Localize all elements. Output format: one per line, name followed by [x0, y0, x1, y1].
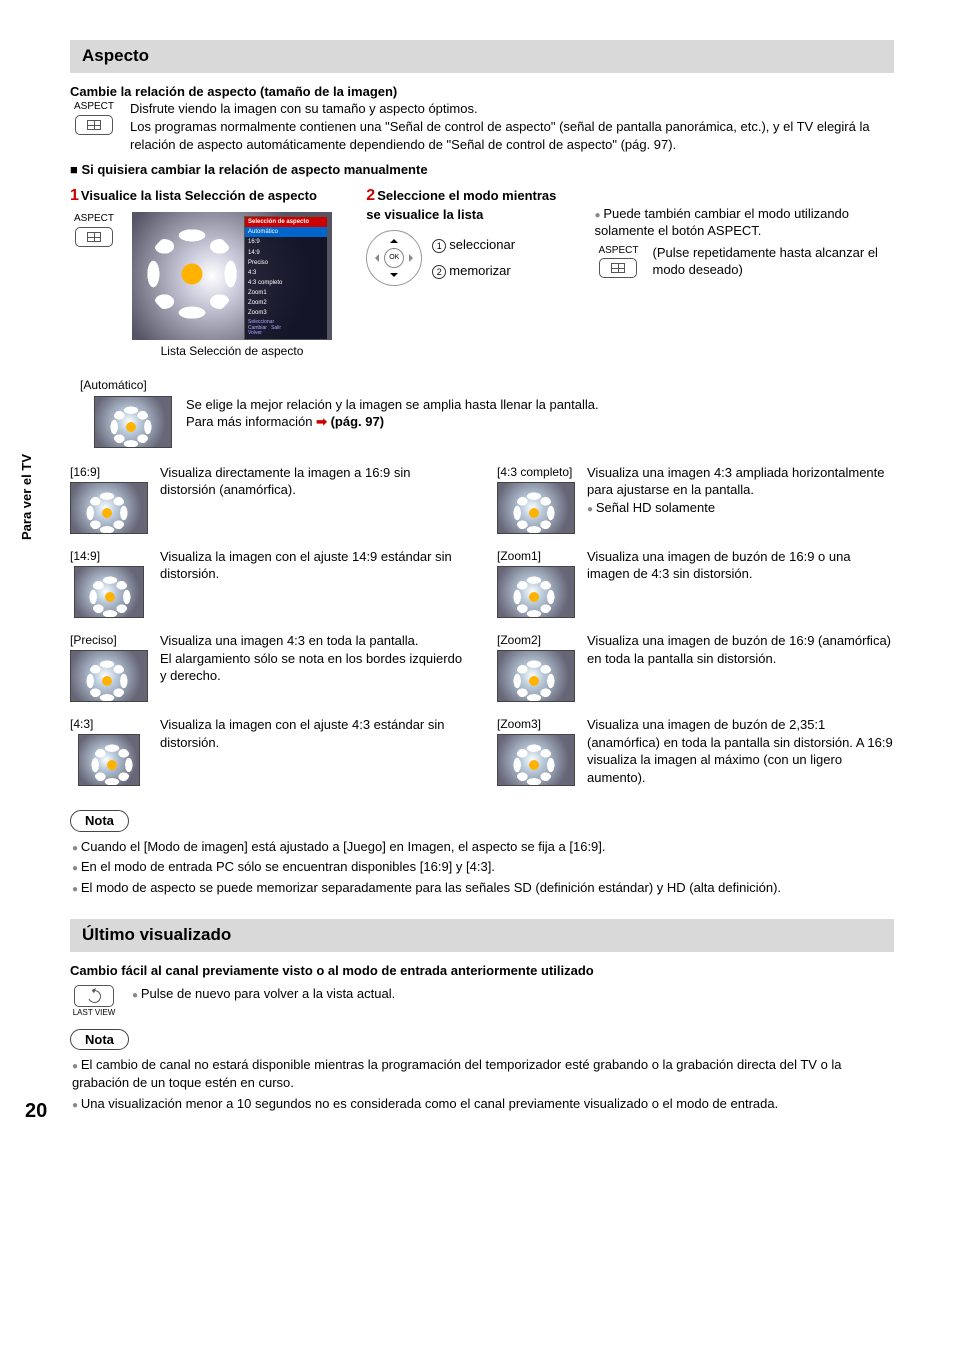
aspect-button-label-3: ASPECT	[594, 244, 642, 258]
refresh-icon	[86, 988, 103, 1005]
aspect-button-label: ASPECT	[70, 100, 118, 114]
tv-caption: Lista Selección de aspecto	[132, 343, 332, 359]
nota-label-1: Nota	[70, 810, 129, 832]
aspecto-intro-1: Disfrute viendo la imagen con su tamaño …	[130, 100, 894, 118]
aspecto-change-heading: Cambie la relación de aspecto (tamaño de…	[70, 83, 894, 101]
step2-text: Seleccione el modo mientras se visualice…	[366, 188, 556, 223]
mode-auto-label: [Automático]	[80, 377, 894, 393]
mode-auto-thumb	[94, 396, 172, 448]
manual-heading: Si quisiera cambiar la relación de aspec…	[70, 161, 894, 179]
menu-item: 16:9	[245, 237, 327, 247]
mode-preciso-thumb	[70, 650, 148, 702]
mode-43c-desc: Visualiza una imagen 4:3 ampliada horizo…	[587, 465, 885, 498]
dpad-icon: OK	[366, 230, 422, 286]
mode-43-label: [4:3]	[70, 716, 148, 732]
aspect-button-label-2: ASPECT	[70, 212, 118, 226]
menu-item: Preciso	[245, 258, 327, 268]
menu-header: Selección de aspecto	[245, 217, 327, 227]
nota-1: Cuando el [Modo de imagen] está ajustado…	[72, 838, 894, 856]
grid-icon	[611, 263, 625, 273]
mode-43c-label: [4:3 completo]	[497, 464, 575, 480]
grid-icon	[87, 120, 101, 130]
menu-footer: Salir	[271, 325, 281, 331]
ultimo-nota-2: Una visualización menor a 10 segundos no…	[72, 1095, 894, 1113]
mode-43-thumb	[78, 734, 140, 786]
mode-149-label: [14:9]	[70, 548, 148, 564]
lastview-button-label: LAST VIEW	[70, 1008, 118, 1019]
menu-item: 14:9	[245, 248, 327, 258]
menu-item: Automático	[245, 227, 327, 237]
step2-action1: 1seleccionar	[432, 236, 515, 254]
mode-zoom1-thumb	[497, 566, 575, 618]
ultimo-nota-1: El cambio de canal no estará disponible …	[72, 1056, 894, 1091]
also-text: Puede también cambiar el modo utilizando…	[594, 205, 894, 240]
menu-item: 4:3 completo	[245, 278, 327, 288]
section-aspecto-title: Aspecto	[70, 40, 894, 73]
ultimo-line: Pulse de nuevo para volver a la vista ac…	[132, 985, 395, 1003]
grid-icon	[87, 232, 101, 242]
aspecto-intro-2: Los programas normalmente contienen una …	[130, 118, 894, 153]
mode-zoom2-label: [Zoom2]	[497, 632, 575, 648]
step2-action2: 2memorizar	[432, 262, 515, 280]
nota-2: En el modo de entrada PC sólo se encuent…	[72, 858, 894, 876]
side-page-label: Para ver el TV	[18, 454, 36, 540]
nota-label-2: Nota	[70, 1029, 129, 1051]
also-press: (Pulse repetidamente hasta alcanzar el m…	[652, 244, 894, 279]
mode-43c-thumb	[497, 482, 575, 534]
aspect-button-icon-2: ASPECT	[70, 212, 118, 247]
menu-item: 4:3	[245, 268, 327, 278]
section-ultimo-title: Último visualizado	[70, 919, 894, 952]
aspect-menu-overlay: Selección de aspecto Automático 16:9 14:…	[244, 216, 328, 339]
mode-zoom3-desc: Visualiza una imagen de buzón de 2,35:1 …	[587, 716, 894, 786]
tv-menu-preview: Selección de aspecto Automático 16:9 14:…	[132, 212, 332, 359]
mode-zoom3-thumb	[497, 734, 575, 786]
menu-item: Zoom1	[245, 288, 327, 298]
flower-image	[152, 234, 232, 314]
aspect-button-icon: ASPECT	[70, 100, 118, 153]
mode-zoom2-desc: Visualiza una imagen de buzón de 16:9 (a…	[587, 632, 894, 702]
mode-zoom1-desc: Visualiza una imagen de buzón de 16:9 o …	[587, 548, 894, 618]
step1-text: Visualice la lista Selección de aspecto	[81, 188, 317, 203]
menu-item: Zoom2	[245, 298, 327, 308]
mode-43c-note: Señal HD solamente	[587, 500, 715, 515]
mode-preciso-desc: Visualiza una imagen 4:3 en toda la pant…	[160, 632, 467, 702]
mode-zoom2-thumb	[497, 650, 575, 702]
mode-auto-line1: Se elige la mejor relación y la imagen s…	[186, 396, 599, 414]
mode-43-desc: Visualiza la imagen con el ajuste 4:3 es…	[160, 716, 467, 786]
menu-item: Zoom3	[245, 308, 327, 318]
mode-149-desc: Visualiza la imagen con el ajuste 14:9 e…	[160, 548, 467, 618]
page-number: 20	[25, 1098, 47, 1125]
mode-zoom3-label: [Zoom3]	[497, 716, 575, 732]
menu-footer: Volver	[248, 330, 262, 336]
aspect-button-icon-3: ASPECT	[594, 244, 642, 279]
step2-title: 2Seleccione el modo mientras se visualic…	[366, 185, 570, 224]
step1-title: 1Visualice la lista Selección de aspecto	[70, 185, 342, 207]
step1-num: 1	[70, 187, 79, 204]
mode-149-thumb	[74, 566, 144, 618]
mode-zoom1-label: [Zoom1]	[497, 548, 575, 564]
lastview-button-icon: LAST VIEW	[70, 985, 118, 1019]
mode-auto-line2: Para más información ➡ (pág. 97)	[186, 413, 599, 431]
step2-num: 2	[366, 187, 375, 204]
mode-169-desc: Visualiza directamente la imagen a 16:9 …	[160, 464, 467, 534]
mode-preciso-label: [Preciso]	[70, 632, 148, 648]
nota-3: El modo de aspecto se puede memorizar se…	[72, 879, 894, 897]
mode-169-label: [16:9]	[70, 464, 148, 480]
mode-169-thumb	[70, 482, 148, 534]
ultimo-heading: Cambio fácil al canal previamente visto …	[70, 962, 894, 980]
